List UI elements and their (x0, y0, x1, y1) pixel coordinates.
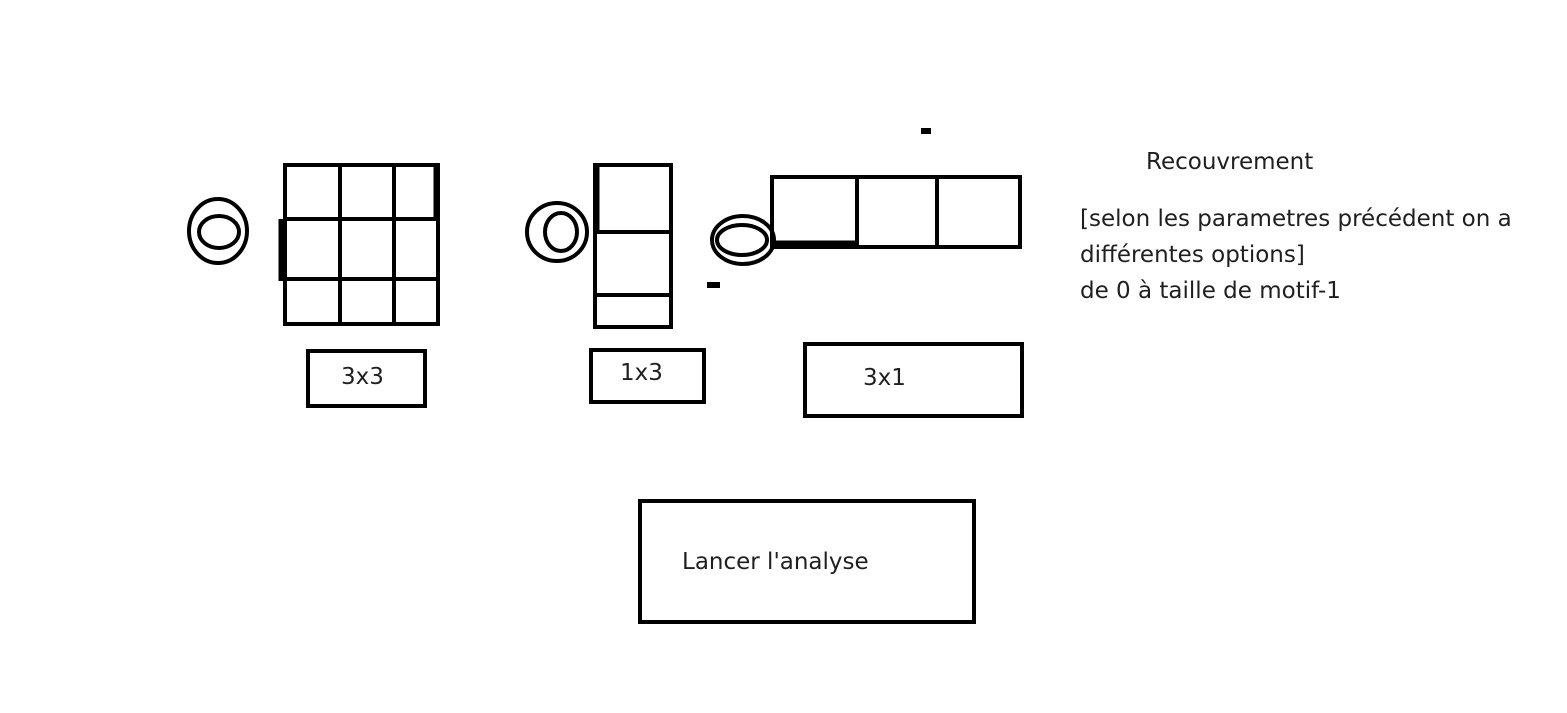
overlap-note-line1: [selon les parametres précédent on a (1080, 206, 1512, 232)
pattern-label-1x3[interactable]: 1x3 (620, 360, 663, 386)
overlap-note-line2: différentes options] (1080, 242, 1305, 268)
pattern-button-3x1-frame[interactable] (803, 342, 1024, 418)
pattern-button-3x3-frame[interactable] (306, 349, 427, 408)
radio-1x3[interactable] (525, 201, 589, 263)
grid-preview-1x3 (593, 163, 673, 329)
radio-3x3[interactable] (187, 197, 249, 265)
overlap-title: Recouvrement (1146, 149, 1314, 175)
pattern-label-3x1[interactable]: 3x1 (863, 365, 906, 391)
radio-3x1[interactable] (710, 214, 776, 266)
pattern-button-1x3-frame[interactable] (589, 348, 706, 404)
overlap-range-text: de 0 à taille de motif-1 (1080, 278, 1341, 304)
grid-preview-3x3 (278, 163, 440, 326)
stray-mark (921, 128, 931, 134)
pattern-label-3x3[interactable]: 3x3 (341, 364, 384, 390)
run-analysis-button-frame[interactable] (638, 499, 976, 624)
stray-mark (707, 282, 720, 288)
run-analysis-label[interactable]: Lancer l'analyse (682, 549, 869, 575)
grid-preview-3x1 (770, 175, 1022, 249)
